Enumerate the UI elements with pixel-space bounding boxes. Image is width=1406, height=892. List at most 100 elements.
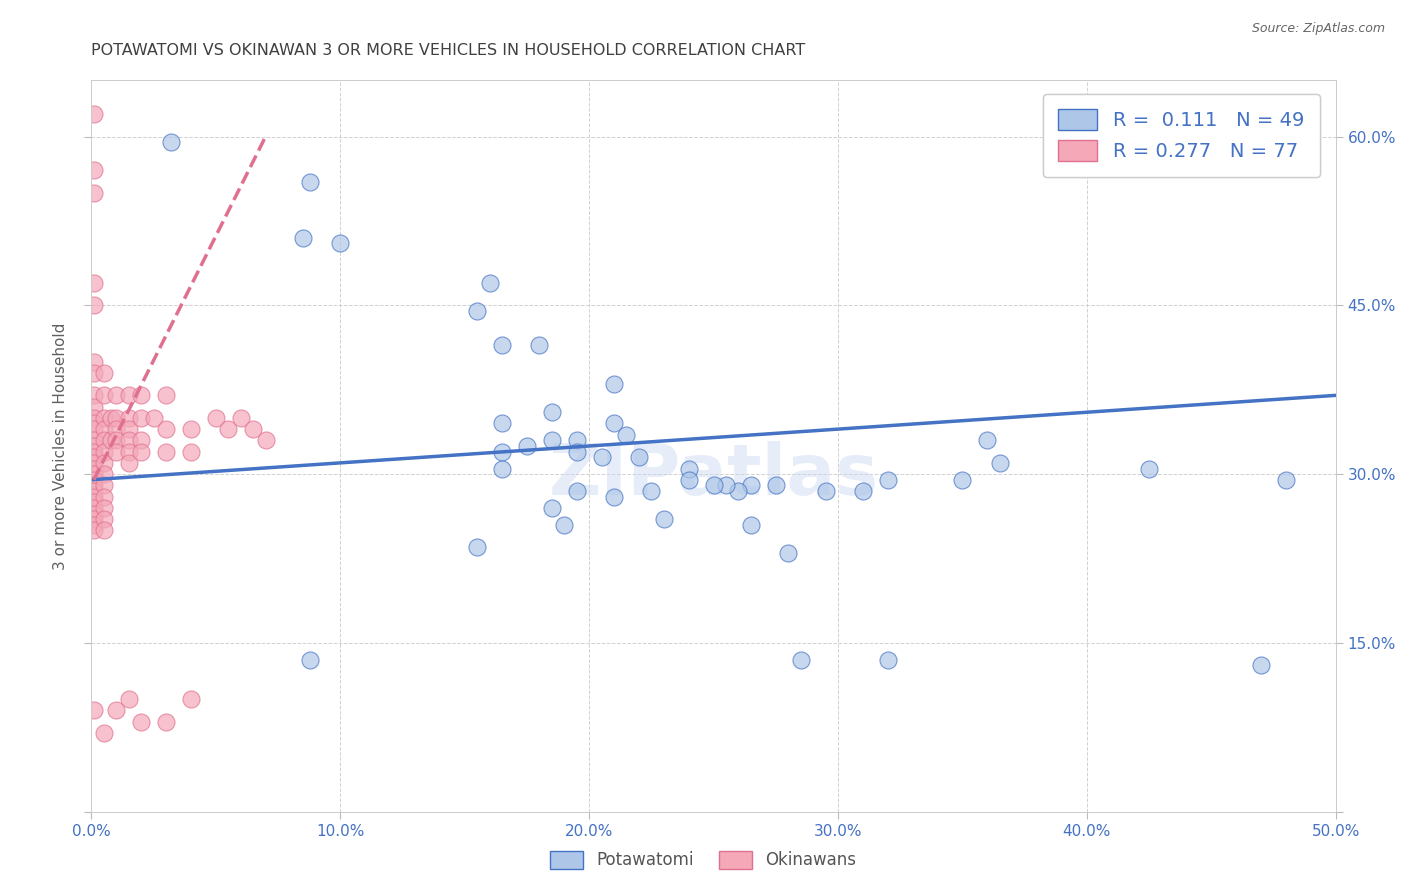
Point	[83, 354, 105, 368]
Point	[465, 304, 488, 318]
Point	[1275, 473, 1298, 487]
Text: POTAWATOMI VS OKINAWAN 3 OR MORE VEHICLES IN HOUSEHOLD CORRELATION CHART: POTAWATOMI VS OKINAWAN 3 OR MORE VEHICLE…	[91, 43, 806, 58]
Point	[180, 444, 202, 458]
Point	[129, 434, 152, 448]
Text: Source: ZipAtlas.com: Source: ZipAtlas.com	[1251, 22, 1385, 36]
Point	[565, 483, 588, 498]
Point	[129, 714, 152, 729]
Point	[205, 410, 228, 425]
Point	[155, 444, 177, 458]
Point	[616, 427, 638, 442]
Point	[83, 456, 105, 470]
Point	[93, 478, 115, 492]
Point	[105, 703, 128, 717]
Point	[93, 512, 115, 526]
Point	[180, 692, 202, 706]
Point	[105, 444, 128, 458]
Point	[465, 541, 488, 555]
Point	[491, 417, 513, 431]
Point	[1250, 658, 1272, 673]
Point	[93, 388, 115, 402]
Point	[652, 512, 675, 526]
Point	[1137, 461, 1160, 475]
Point	[988, 456, 1011, 470]
Point	[627, 450, 650, 465]
Point	[299, 175, 322, 189]
Point	[100, 434, 122, 448]
Point	[329, 236, 352, 251]
Legend: R =  0.111   N = 49, R = 0.277   N = 77: R = 0.111 N = 49, R = 0.277 N = 77	[1043, 94, 1320, 177]
Point	[678, 473, 700, 487]
Point	[83, 467, 105, 482]
Point	[118, 692, 141, 706]
Point	[160, 135, 183, 149]
Point	[603, 490, 626, 504]
Point	[93, 366, 115, 380]
Point	[478, 276, 501, 290]
Point	[129, 444, 152, 458]
Point	[155, 388, 177, 402]
Point	[118, 410, 141, 425]
Text: ZIPatlas: ZIPatlas	[548, 441, 879, 509]
Point	[976, 434, 998, 448]
Point	[83, 490, 105, 504]
Point	[93, 490, 115, 504]
Point	[118, 388, 141, 402]
Point	[83, 517, 105, 532]
Point	[100, 410, 122, 425]
Point	[83, 186, 105, 200]
Point	[529, 337, 551, 351]
Point	[640, 483, 662, 498]
Point	[83, 703, 105, 717]
Point	[565, 434, 588, 448]
Point	[217, 422, 239, 436]
Point	[83, 276, 105, 290]
Point	[93, 524, 115, 538]
Point	[789, 653, 811, 667]
Point	[540, 434, 562, 448]
Point	[118, 422, 141, 436]
Point	[242, 422, 264, 436]
Point	[603, 417, 626, 431]
Point	[93, 444, 115, 458]
Point	[765, 478, 787, 492]
Point	[83, 444, 105, 458]
Point	[83, 434, 105, 448]
Point	[129, 410, 152, 425]
Point	[155, 714, 177, 729]
Point	[565, 444, 588, 458]
Point	[105, 388, 128, 402]
Point	[83, 507, 105, 521]
Point	[83, 388, 105, 402]
Point	[740, 517, 762, 532]
Point	[491, 337, 513, 351]
Point	[83, 298, 105, 312]
Point	[83, 500, 105, 515]
Point	[714, 478, 737, 492]
Point	[299, 653, 322, 667]
Point	[83, 524, 105, 538]
Point	[876, 473, 898, 487]
Point	[105, 434, 128, 448]
Point	[83, 422, 105, 436]
Point	[83, 473, 105, 487]
Point	[93, 467, 115, 482]
Point	[553, 517, 575, 532]
Point	[491, 444, 513, 458]
Point	[93, 410, 115, 425]
Point	[516, 439, 538, 453]
Point	[83, 450, 105, 465]
Y-axis label: 3 or more Vehicles in Household: 3 or more Vehicles in Household	[53, 322, 69, 570]
Point	[83, 163, 105, 178]
Point	[83, 400, 105, 414]
Point	[83, 483, 105, 498]
Point	[229, 410, 252, 425]
Point	[93, 456, 115, 470]
Point	[702, 478, 725, 492]
Point	[118, 444, 141, 458]
Point	[727, 483, 749, 498]
Point	[678, 461, 700, 475]
Point	[591, 450, 613, 465]
Point	[105, 410, 128, 425]
Point	[540, 500, 562, 515]
